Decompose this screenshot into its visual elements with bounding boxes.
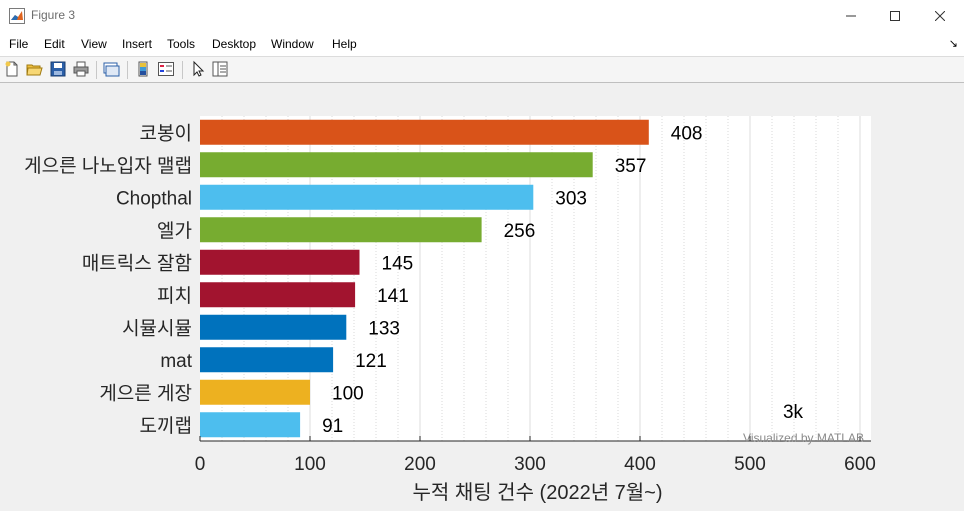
annotation-3k: 3k <box>783 402 804 423</box>
colorbar-icon[interactable] <box>134 60 152 78</box>
bar <box>200 249 360 275</box>
property-inspector-icon[interactable] <box>211 60 229 78</box>
bar <box>200 217 482 243</box>
minimize-icon <box>846 15 856 17</box>
watermark-label: Visualized by MATLAB <box>743 431 864 445</box>
menu-window[interactable]: Window <box>271 37 314 51</box>
link-plot-icon[interactable] <box>102 60 120 78</box>
window-titlebar: Figure 3 <box>0 0 964 33</box>
x-tick-label: 600 <box>844 454 876 475</box>
data-label: 408 <box>671 123 703 144</box>
data-label: 357 <box>615 156 647 177</box>
figure-toolbar <box>0 57 964 83</box>
window-title: Figure 3 <box>31 8 76 22</box>
menu-bar: File Edit View Insert Tools Desktop Wind… <box>0 32 964 57</box>
maximize-button[interactable] <box>872 0 918 32</box>
x-tick-label: 500 <box>734 454 766 475</box>
toolbar-separator <box>182 61 183 79</box>
data-label: 303 <box>555 188 587 209</box>
data-label: 133 <box>368 318 400 339</box>
save-icon[interactable] <box>49 60 67 78</box>
bar <box>200 347 334 373</box>
category-label: 매트릭스 잘함 <box>82 252 192 274</box>
bar <box>200 282 356 308</box>
toolbar-separator <box>127 61 128 79</box>
data-label: 91 <box>322 416 343 437</box>
new-figure-icon[interactable] <box>3 60 21 78</box>
menu-tools[interactable]: Tools <box>167 37 196 51</box>
x-tick-label: 100 <box>294 454 326 475</box>
minimize-button[interactable] <box>828 0 874 32</box>
category-label: mat <box>160 351 192 372</box>
menu-edit[interactable]: Edit <box>44 37 65 51</box>
category-label: 피치 <box>157 285 192 307</box>
x-tick-label: 200 <box>404 454 436 475</box>
bar <box>200 379 310 405</box>
bar-chart: 코봉이 408 게으른 나노입자 맬랩 357 Chopthal 303 엘가 256 매트릭스… <box>24 116 876 504</box>
data-label: 141 <box>377 286 409 307</box>
pointer-icon[interactable] <box>189 60 207 78</box>
menu-desktop[interactable]: Desktop <box>212 37 257 51</box>
data-label: 145 <box>382 253 414 274</box>
menu-insert[interactable]: Insert <box>122 37 153 51</box>
category-label: 게으른 나노입자 맬랩 <box>24 155 192 177</box>
x-tick-label: 400 <box>624 454 656 475</box>
bar <box>200 412 301 438</box>
bar <box>200 119 649 145</box>
figure-canvas: 코봉이 408 게으른 나노입자 맬랩 357 Chopthal 303 엘가 256 매트릭스… <box>0 83 964 506</box>
close-button[interactable] <box>917 0 963 32</box>
category-label: 시뮬시뮬 <box>122 318 192 339</box>
data-label: 121 <box>355 351 387 372</box>
x-axis-label: 누적 채팅 건수 (2022년 7월~) <box>412 481 662 504</box>
data-label: 256 <box>504 221 536 242</box>
menu-file[interactable]: File <box>9 37 29 51</box>
x-tick-label: 0 <box>195 454 206 475</box>
x-tick-label: 300 <box>514 454 546 475</box>
maximize-icon <box>890 11 900 21</box>
menu-help[interactable]: Help <box>332 37 357 51</box>
category-label: Chopthal <box>116 188 192 209</box>
open-file-icon[interactable] <box>25 60 43 78</box>
matlab-app-icon <box>9 8 25 24</box>
dock-figure-icon[interactable]: ↘ <box>948 38 958 50</box>
bar <box>200 152 593 178</box>
menu-view[interactable]: View <box>81 37 107 51</box>
close-icon <box>935 11 945 21</box>
bar <box>200 184 534 210</box>
print-icon[interactable] <box>72 60 90 78</box>
category-label: 도끼랩 <box>140 415 192 437</box>
data-label: 100 <box>332 383 364 404</box>
legend-icon[interactable] <box>157 60 175 78</box>
bar <box>200 314 347 340</box>
toolbar-separator <box>96 61 97 79</box>
category-label: 엘가 <box>157 220 192 242</box>
category-label: 게으른 게장 <box>99 382 192 404</box>
category-label: 코봉이 <box>140 122 192 144</box>
